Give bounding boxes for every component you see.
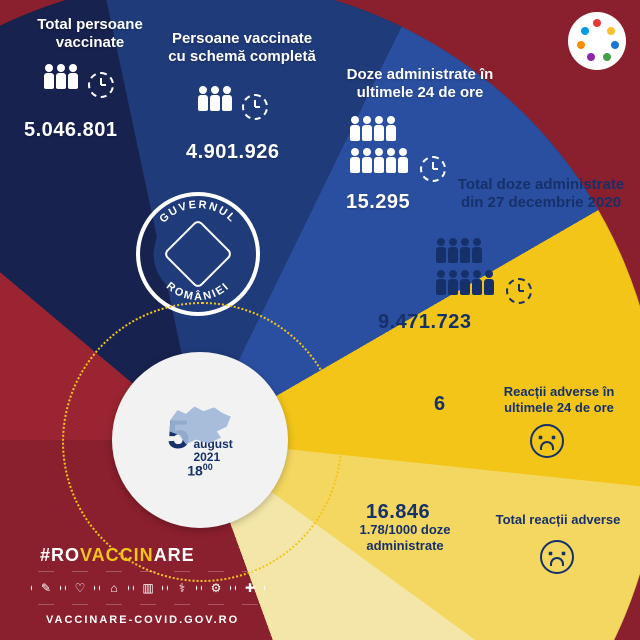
slice2-title: Persoane vaccinate cu schemă completă: [162, 30, 322, 66]
logo-dots: [577, 21, 617, 61]
slice6-value: 16.846: [366, 500, 430, 524]
slice5-title: Reacții adverse în ultimele 24 de ore: [484, 384, 634, 415]
infographic-root: Total persoane vaccinate 5.046.801 Perso…: [0, 0, 640, 640]
hashtag: #ROVACCINARE: [40, 545, 195, 566]
slice6-extra: 1.78/1000 doze administrate: [320, 522, 490, 553]
slice4-value: 9.471.723: [378, 310, 471, 334]
slice3-icon: [350, 116, 446, 182]
slice1-icon: [44, 64, 114, 98]
slice3-value: 15.295: [346, 190, 410, 214]
hex-icon-row: ✎ ♡ ⌂ ▥ ⚕ ⚙ ✚: [30, 570, 266, 606]
hex-icon: ✎: [30, 570, 62, 606]
slice1-value: 5.046.801: [24, 118, 117, 142]
slice6-title: Total reacții adverse: [488, 512, 628, 528]
slice4-title: Total doze administrate din 27 decembrie…: [456, 176, 626, 212]
date-time: 1800: [187, 462, 213, 479]
hex-icon: ⚙: [200, 570, 232, 606]
slice4-icon: [436, 238, 532, 304]
hex-icon: ▥: [132, 570, 164, 606]
seal-text: GUVERNUL ROMÂNIEI: [140, 196, 256, 312]
hex-icon: ✚: [234, 570, 266, 606]
slice1-title: Total persoane vaccinate: [20, 16, 160, 52]
slice5-value: 6: [434, 392, 446, 416]
hex-icon: ⌂: [98, 570, 130, 606]
slice6-face-icon: [540, 540, 574, 579]
slice5-face-icon: [530, 424, 564, 463]
slice2-icon: [198, 86, 268, 120]
date-circle: 5 august2021 1800: [112, 352, 288, 528]
hex-icon: ♡: [64, 570, 96, 606]
svg-text:ROMÂNIEI: ROMÂNIEI: [164, 280, 232, 303]
svg-text:GUVERNUL: GUVERNUL: [157, 199, 238, 226]
slice2-value: 4.901.926: [186, 140, 279, 164]
cncav-logo: [568, 12, 626, 70]
gov-romania-seal: GUVERNUL ROMÂNIEI: [136, 192, 260, 316]
site-url: VACCINARE-COVID.GOV.RO: [46, 614, 239, 626]
hex-icon: ⚕: [166, 570, 198, 606]
slice3-title: Doze administrate în ultimele 24 de ore: [330, 66, 510, 102]
